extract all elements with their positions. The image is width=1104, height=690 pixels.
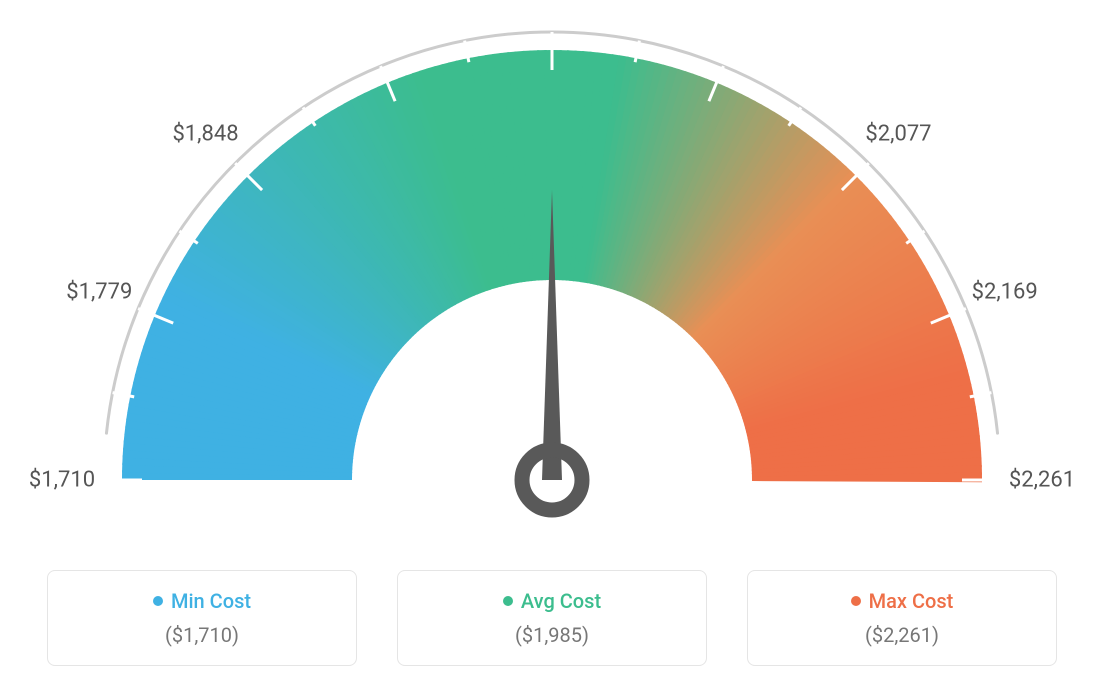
gauge-chart: $1,710 $1,779 $1,848 $1,985 $2,077 $2,169 $2,2… (0, 0, 1104, 560)
gauge-tick-label: $1,779 (66, 280, 132, 305)
legend-title-min: Min Cost (153, 589, 251, 613)
legend-card-avg: Avg Cost ($1,985) (397, 570, 707, 666)
legend-value-min: ($1,710) (58, 623, 346, 647)
legend-title-text: Max Cost (869, 589, 954, 613)
dot-icon (153, 596, 163, 606)
legend-title-max: Max Cost (851, 589, 954, 613)
legend-title-text: Min Cost (171, 589, 251, 613)
dot-icon (503, 596, 513, 606)
legend-value-avg: ($1,985) (408, 623, 696, 647)
legend-title-text: Avg Cost (521, 589, 601, 613)
gauge-tick-label: $2,077 (865, 121, 931, 146)
gauge-tick-label: $2,261 (1009, 468, 1075, 493)
legend-card-max: Max Cost ($2,261) (747, 570, 1057, 666)
legend-title-avg: Avg Cost (503, 589, 601, 613)
gauge-svg (0, 0, 1104, 560)
gauge-tick-label: $2,169 (972, 280, 1038, 305)
gauge-tick-label: $1,985 (519, 0, 585, 3)
gauge-tick-label: $1,848 (172, 121, 238, 146)
gauge-tick-label: $1,710 (29, 468, 95, 493)
legend-card-min: Min Cost ($1,710) (47, 570, 357, 666)
dot-icon (851, 596, 861, 606)
legend-value-max: ($2,261) (758, 623, 1046, 647)
legend-row: Min Cost ($1,710) Avg Cost ($1,985) Max … (0, 570, 1104, 666)
